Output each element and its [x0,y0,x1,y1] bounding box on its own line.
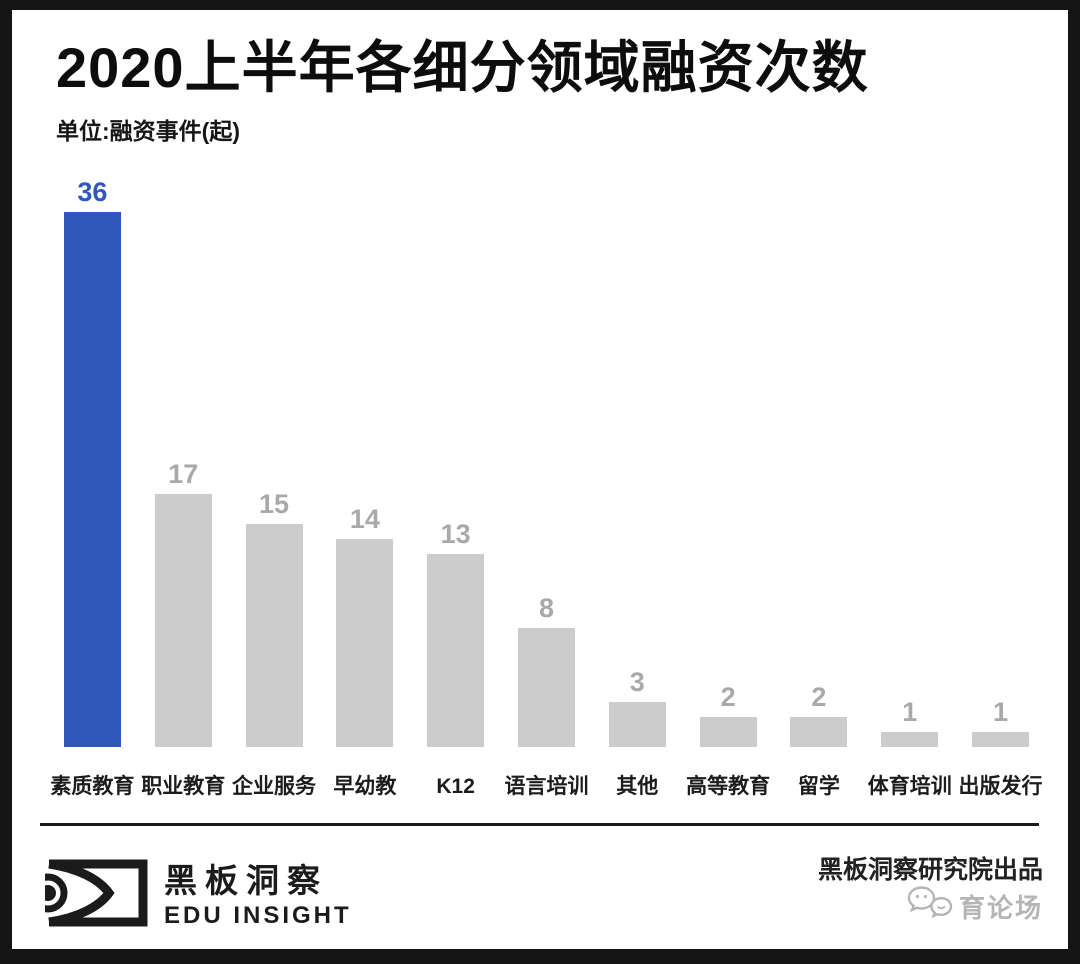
brand-name-en: EDU INSIGHT [164,901,352,929]
bar [154,494,212,747]
bar-value-label: 2 [811,682,827,712]
bar [608,702,666,747]
byline: 黑板洞察研究院出品 [817,856,1043,884]
bar-value-label: 8 [538,593,554,623]
bar-column: 2 [683,683,774,747]
footer: 黑板洞察 EDU INSIGHT 黑板洞察研究院出品 育论场 [12,826,1068,935]
page-title: 2020上半年各细分领域融资次数 [56,36,869,99]
category-label: 留学 [797,775,840,798]
bar-value-label: 1 [902,697,918,727]
bar [427,554,485,747]
bar-column: 13 [410,520,501,747]
category-label: 素质教育 [50,775,135,798]
bar-value-label: 13 [440,519,471,549]
brand-logo: 黑板洞察 EDU INSIGHT [28,856,352,935]
bar-value-label: 2 [720,682,736,712]
bar-column: 36 [47,178,138,747]
category-label: 早幼教 [333,775,397,798]
watermark-label: 育论场 [958,893,1043,923]
bar-value-label: 3 [629,667,645,697]
category-label: 体育培训 [867,775,952,798]
category-label: 职业教育 [141,775,226,798]
bar [336,539,394,747]
bar [699,717,757,747]
bar [63,212,121,747]
category-label: 高等教育 [686,775,771,798]
category-label: 出版发行 [958,775,1043,798]
bar [245,524,303,747]
category-label: K12 [436,775,475,798]
category-label: 企业服务 [232,775,317,798]
category-axis: 素质教育 职业教育 企业服务 早幼教 K12 语言培训 其他 高等教育 留学 体育培训 出版发行 [12,775,1068,799]
bar-value-label: 36 [77,177,108,207]
category-label: 其他 [616,775,659,798]
bar-column: 15 [229,490,320,747]
eye-logo-icon [28,856,150,935]
bar-value-label: 1 [993,697,1009,727]
unit-label: 单位:融资事件(起) [56,118,240,144]
bar [881,732,939,747]
watermark: 育论场 [818,886,1043,927]
footer-divider [40,823,1039,826]
brand-text: 黑板洞察 EDU INSIGHT [164,861,352,929]
chart-header: 2020上半年各细分领域融资次数 单位:融资事件(起) [12,10,1068,144]
bar-column: 14 [319,505,410,747]
bar-column: 17 [138,460,229,747]
bar-column: 8 [501,594,592,747]
bar [790,717,848,747]
bar [517,628,575,747]
brand-name-cn: 黑板洞察 [164,861,328,899]
bar-column: 1 [864,698,955,747]
credit-block: 黑板洞察研究院出品 育论场 [818,856,1043,927]
bar-value-label: 17 [168,459,199,489]
bar-value-label: 14 [349,504,380,534]
bar [972,732,1030,747]
category-label: 语言培训 [504,775,589,798]
bar-column: 3 [592,668,683,747]
bar-column: 1 [955,698,1046,747]
bar-chart: 36 17 15 14 13 8 3 2 2 1 1 [12,178,1068,747]
bar-value-label: 15 [259,489,290,519]
bar-column: 2 [774,683,865,747]
wechat-bubbles-icon [907,886,959,927]
